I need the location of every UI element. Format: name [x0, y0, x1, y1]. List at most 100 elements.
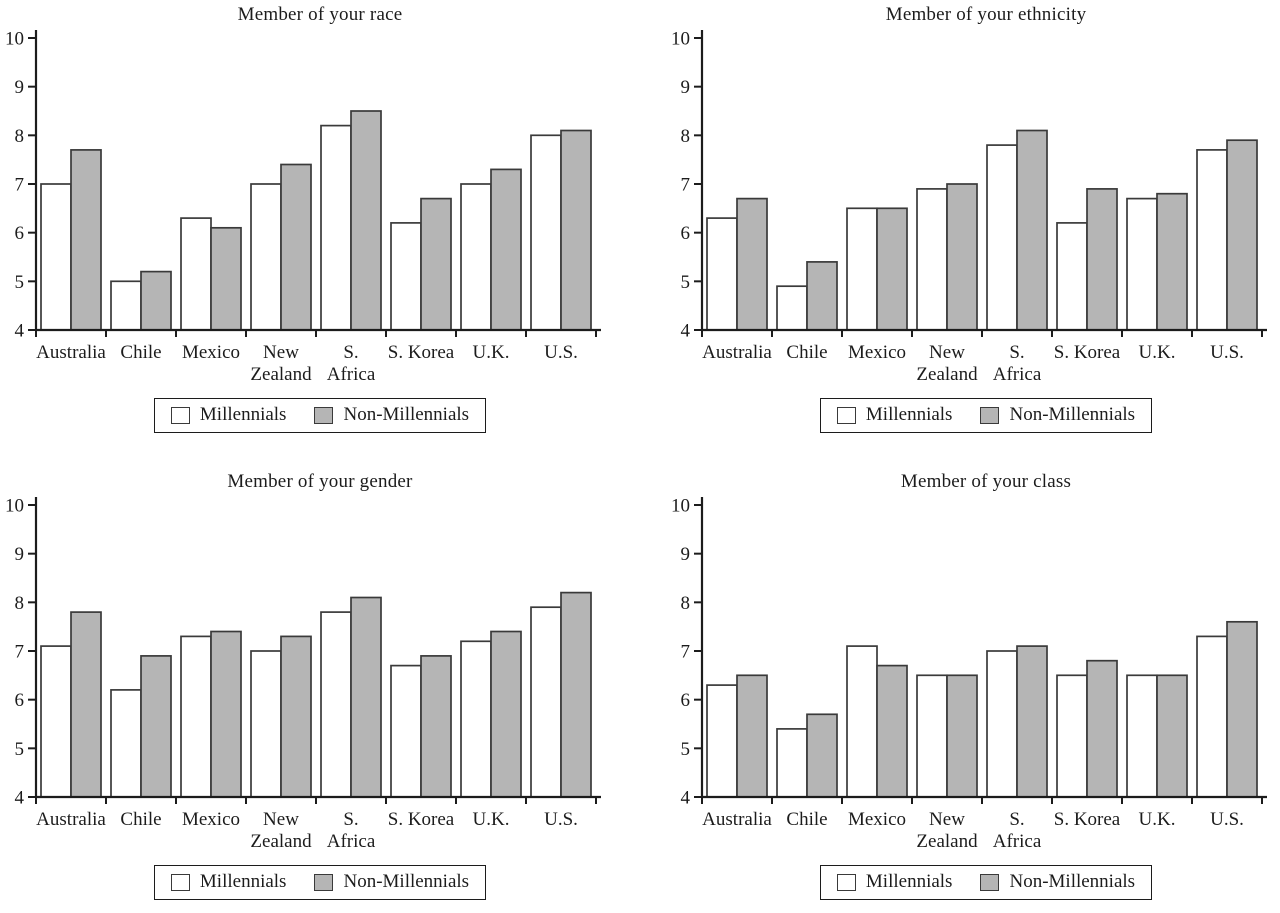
bar-millennials-chile: [110, 689, 142, 798]
y-tick-label: 7: [15, 175, 25, 196]
category-label: S. Korea: [1054, 809, 1121, 830]
category-label: Chile: [786, 342, 827, 363]
bar-millennials-new-zealand: [250, 183, 282, 331]
bar-non-millennials-s-korea: [420, 197, 452, 331]
bar-non-millennials-u-k-: [490, 630, 522, 798]
category-label: Chile: [120, 809, 161, 830]
bar-non-millennials-u-k-: [490, 168, 522, 331]
chart-inner: Member of your ethnicity 4 5 6 7 8 9 10 Austral…: [666, 0, 1280, 433]
bar-millennials-mexico: [846, 207, 878, 331]
bar-millennials-s-africa: [320, 124, 352, 331]
non-millennials-swatch-icon: [980, 406, 1000, 424]
category-label: S.: [343, 809, 358, 830]
bar-non-millennials-s-africa: [1016, 129, 1048, 331]
category-label: Africa: [993, 364, 1042, 384]
category-label: U.S.: [544, 342, 578, 363]
chart-member-of-your-ethnicity: Member of your ethnicity 4 5 6 7 8 9 10 Austral…: [640, 0, 1280, 455]
category-label: Mexico: [182, 809, 240, 830]
bar-non-millennials-mexico: [876, 207, 908, 331]
chart-title: Member of your race: [237, 4, 403, 25]
bar-non-millennials-new-zealand: [280, 635, 312, 798]
category-label: Chile: [120, 342, 161, 363]
legend-label: Millennials: [865, 871, 953, 892]
category-label: S. Korea: [388, 809, 455, 830]
category-label: Australia: [702, 342, 772, 363]
y-tick-label: 6: [681, 223, 691, 244]
legend: Millennials Non-Millennials: [819, 865, 1153, 900]
category-label: Mexico: [182, 342, 240, 363]
category-label: S. Korea: [1054, 342, 1121, 363]
bar-millennials-new-zealand: [916, 674, 948, 798]
bar-non-millennials-s-africa: [1016, 645, 1048, 798]
bar-millennials-s-korea: [390, 222, 422, 331]
y-tick-label: 4: [15, 788, 25, 809]
legend-label: Non-Millennials: [1009, 871, 1136, 892]
chart-inner: Member of your race 4 5 6 7 8 9 10 Australia Chi…: [0, 0, 640, 433]
chart-title: Member of your ethnicity: [885, 4, 1087, 25]
bar-millennials-u-k-: [1126, 197, 1158, 331]
bar-non-millennials-u-k-: [1156, 192, 1188, 331]
legend-item-millennials: Millennials: [170, 404, 286, 426]
y-tick-label: 5: [681, 739, 691, 760]
y-tick-label: 5: [15, 739, 25, 760]
bar-millennials-australia: [40, 183, 72, 331]
bar-non-millennials-australia: [736, 197, 768, 331]
bar-millennials-new-zealand: [250, 650, 282, 798]
bar-non-millennials-new-zealand: [280, 163, 312, 331]
y-tick-label: 5: [15, 272, 25, 293]
category-label: Zealand: [250, 364, 312, 384]
y-tick-label: 6: [681, 690, 691, 711]
category-label: Chile: [786, 809, 827, 830]
bar-non-millennials-australia: [70, 611, 102, 798]
y-tick-label: 8: [681, 126, 691, 147]
bar-millennials-u-s-: [530, 134, 562, 331]
y-tick-label: 5: [681, 272, 691, 293]
non-millennials-swatch-icon: [980, 873, 1000, 891]
category-label: Africa: [993, 831, 1042, 851]
category-label: Zealand: [916, 364, 978, 384]
category-label: Mexico: [848, 342, 906, 363]
y-tick-label: 4: [681, 321, 691, 342]
bar-millennials-new-zealand: [916, 188, 948, 331]
bar-non-millennials-chile: [806, 261, 838, 331]
bar-millennials-s-africa: [320, 611, 352, 798]
bar-non-millennials-s-korea: [1086, 188, 1118, 331]
bar-non-millennials-new-zealand: [946, 183, 978, 331]
bar-non-millennials-mexico: [210, 226, 242, 331]
bar-non-millennials-s-korea: [420, 655, 452, 798]
bar-non-millennials-s-africa: [350, 110, 382, 331]
category-label: U.K.: [1139, 342, 1176, 363]
bar-millennials-u-s-: [1196, 635, 1228, 798]
bar-non-millennials-u-s-: [560, 591, 592, 798]
legend-label: Non-Millennials: [343, 871, 470, 892]
non-millennials-swatch-icon: [314, 406, 334, 424]
bar-non-millennials-australia: [736, 674, 768, 798]
category-label: Zealand: [916, 831, 978, 851]
bar-millennials-s-korea: [390, 664, 422, 798]
bar-millennials-chile: [776, 285, 808, 331]
chart-inner: Member of your gender 4 5 6 7 8 9 10 Australia C…: [0, 467, 640, 900]
y-tick-label: 8: [681, 593, 691, 614]
category-label: S. Korea: [388, 342, 455, 363]
bar-millennials-chile: [776, 728, 808, 798]
category-label: S.: [1009, 809, 1024, 830]
category-label: New: [263, 342, 299, 363]
bar-non-millennials-chile: [140, 270, 172, 331]
bar-non-millennials-chile: [806, 713, 838, 798]
legend: Millennials Non-Millennials: [153, 398, 487, 433]
legend-item-millennials: Millennials: [836, 404, 952, 426]
bar-millennials-s-africa: [986, 650, 1018, 798]
y-tick-label: 10: [5, 29, 24, 50]
bar-millennials-u-k-: [1126, 674, 1158, 798]
millennials-swatch-icon: [170, 873, 190, 891]
legend-label: Millennials: [199, 871, 287, 892]
y-tick-label: 4: [15, 321, 25, 342]
chart-member-of-your-race: Member of your race 4 5 6 7 8 9 10 Australia Chi…: [0, 0, 640, 455]
category-label: Australia: [702, 809, 772, 830]
bar-non-millennials-mexico: [210, 630, 242, 798]
category-label: New: [263, 809, 299, 830]
bar-non-millennials-u-s-: [560, 129, 592, 331]
bar-millennials-australia: [706, 217, 738, 331]
